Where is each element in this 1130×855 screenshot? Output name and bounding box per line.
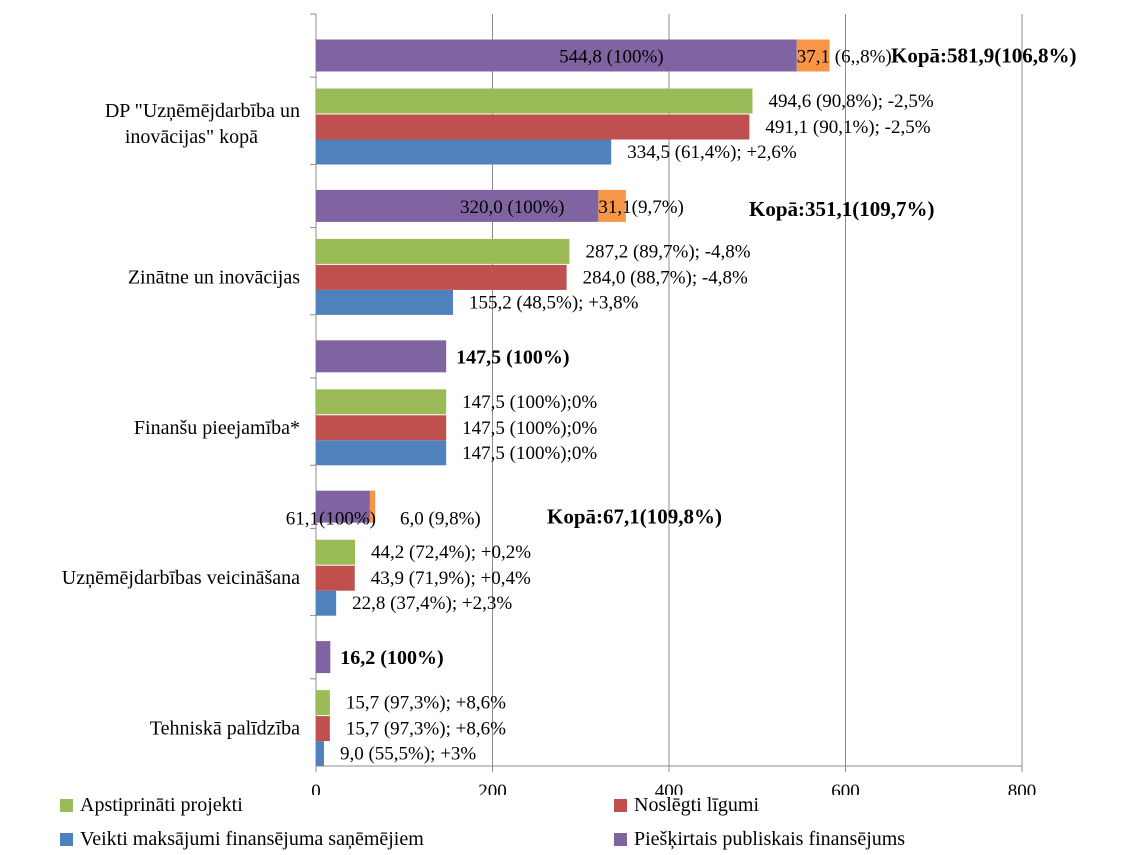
data-label-approved: 494,6 (90,8%); -2,5% xyxy=(768,91,933,112)
data-label-allocated: 320,0 (100%) xyxy=(460,197,564,218)
legend-item-contracts: Noslēgti līgumi xyxy=(614,794,759,817)
x-tick-label: 200 xyxy=(478,781,507,795)
bar-approved xyxy=(316,690,330,716)
bar-payments xyxy=(316,590,337,616)
bar-allocated xyxy=(316,189,599,222)
bar-contracts xyxy=(316,415,447,441)
data-label-payments: 155,2 (48,5%); +3,8% xyxy=(469,292,639,313)
data-label-approved: 287,2 (89,7%); -4,8% xyxy=(585,241,750,262)
bar-contracts xyxy=(316,565,355,591)
legend-item-approved: Apstiprināti projekti xyxy=(60,794,243,817)
data-label-contracts: 284,0 (88,7%); -4,8% xyxy=(583,267,748,288)
x-tick-label: 400 xyxy=(655,781,684,795)
legend-item-payments: Veikti maksājumi finansējuma saņēmējiem xyxy=(60,828,424,851)
bar-contracts xyxy=(316,716,330,742)
total-label: Kopā:67,1(109,8%) xyxy=(547,505,722,529)
x-tick-label: 800 xyxy=(1008,781,1037,795)
legend-swatch-payments xyxy=(60,833,73,846)
bar-chart: 0 200 400 600 800 DP "Uzņēmējdarbība un inovāc… xyxy=(62,13,1077,795)
x-tick-label: 600 xyxy=(831,781,860,795)
bar-approved xyxy=(316,88,753,114)
data-label-approved: 147,5 (100%);0% xyxy=(462,392,597,413)
legend-swatch-approved xyxy=(60,799,73,812)
bar-contracts xyxy=(316,264,567,290)
category-label: Finanšu pieejamība* xyxy=(134,417,300,439)
bar-overcommit xyxy=(369,490,376,523)
legend-label-contracts: Noslēgti līgumi xyxy=(634,794,759,816)
data-label-payments: 147,5 (100%);0% xyxy=(462,443,597,464)
data-label-payments: 9,0 (55,5%); +3% xyxy=(340,744,476,765)
data-label-contracts: 491,1 (90,1%); -2,5% xyxy=(765,117,930,138)
data-label-approved: 44,2 (72,4%); +0,2% xyxy=(371,542,531,563)
legend-label-payments: Veikti maksājumi finansējuma saņēmējiem xyxy=(80,828,424,850)
legend: Apstiprināti projekti Noslēgti līgumi Ve… xyxy=(0,794,1130,855)
bar-approved xyxy=(316,238,570,264)
x-tick-label: 0 xyxy=(311,781,321,795)
bar-contracts xyxy=(316,114,750,140)
bar-overcommit xyxy=(796,39,830,72)
data-label-contracts: 15,7 (97,3%); +8,6% xyxy=(346,719,506,740)
legend-item-allocated: Piešķirtais publiskais finansējums xyxy=(614,828,905,851)
bar-allocated xyxy=(316,490,370,523)
data-label-payments: 334,5 (61,4%); +2,6% xyxy=(627,142,797,163)
data-label-contracts: 147,5 (100%);0% xyxy=(462,418,597,439)
data-label-approved: 15,7 (97,3%); +8,6% xyxy=(346,693,506,714)
bar-allocated xyxy=(316,340,447,373)
bar-payments xyxy=(316,139,612,165)
data-label-overcommit: 31,1(9,7%) xyxy=(598,197,683,218)
bar-allocated xyxy=(316,39,797,72)
bar-payments xyxy=(316,741,324,767)
data-label-allocated: 16,2 (100%) xyxy=(340,647,443,669)
bar-payments xyxy=(316,440,447,466)
legend-label-approved: Apstiprināti projekti xyxy=(80,794,243,816)
bar-approved xyxy=(316,539,356,565)
data-label-allocated: 544,8 (100%) xyxy=(559,47,663,68)
legend-swatch-allocated xyxy=(614,833,627,846)
category-label: inovācijas" kopā xyxy=(125,126,258,148)
bar-payments xyxy=(316,289,453,315)
legend-label-allocated: Piešķirtais publiskais finansējums xyxy=(634,828,906,850)
legend-swatch-contracts xyxy=(614,799,627,812)
data-label-overcommit: 6,0 (9,8%) xyxy=(400,509,481,530)
total-label: Kopā:351,1(109,7%) xyxy=(749,197,935,221)
data-label-payments: 22,8 (37,4%); +2,3% xyxy=(352,593,512,614)
data-label-overcommit: 37,1 (6,,8%) xyxy=(797,47,892,68)
category-label: Tehniskā palīdzība xyxy=(150,718,300,740)
data-label-allocated: 147,5 (100%) xyxy=(456,346,569,368)
bar-overcommit xyxy=(598,189,626,222)
bar-allocated xyxy=(316,641,331,674)
bar-approved xyxy=(316,389,447,415)
data-label-allocated: 61,1(100%) xyxy=(286,509,376,530)
total-label: Kopā:581,9(106,8%) xyxy=(891,44,1077,68)
category-label: Uzņēmējdarbības veicināšana xyxy=(62,567,300,589)
category-label: Zinātne un inovācijas xyxy=(128,266,300,288)
category-label: DP "Uzņēmējdarbība un xyxy=(105,100,300,122)
data-label-contracts: 43,9 (71,9%); +0,4% xyxy=(371,568,531,589)
